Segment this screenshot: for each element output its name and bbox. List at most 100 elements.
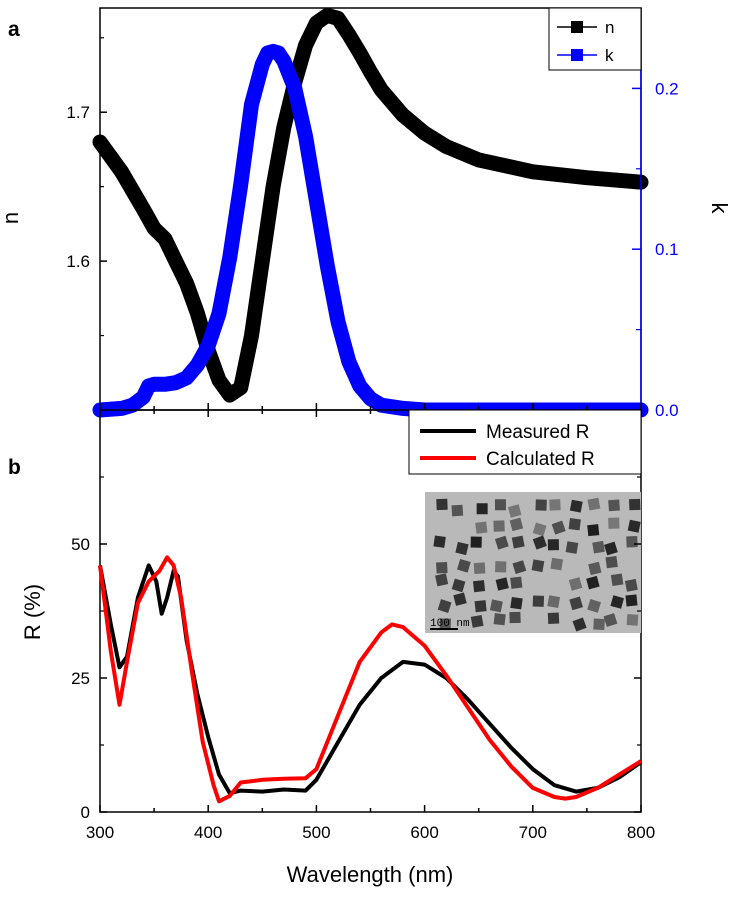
x-tick-label: 500 <box>302 823 330 842</box>
nanocube <box>551 520 566 535</box>
nanocube <box>569 499 583 513</box>
nanocube <box>436 498 448 511</box>
y-right-tick-label: 0.2 <box>655 79 679 98</box>
nanocube <box>549 499 561 511</box>
panel-a-legend-box <box>548 7 642 71</box>
nanocube <box>568 518 581 531</box>
nanocube <box>531 559 545 573</box>
nanocube <box>608 499 620 512</box>
nanocube <box>510 596 523 610</box>
y-tick-label: 0 <box>81 803 90 822</box>
nanocube <box>624 578 638 592</box>
nanocube <box>510 576 523 589</box>
panel-b-series <box>98 555 643 804</box>
panel-b-letter: b <box>8 456 21 479</box>
nanocube <box>587 497 601 511</box>
nanocube <box>475 521 488 534</box>
panel-a-y-left-title: n <box>0 212 23 224</box>
panel-b-legend-box <box>408 409 642 475</box>
x-tick-label: 600 <box>410 823 438 842</box>
nanocube <box>547 612 560 624</box>
nanocube <box>532 535 547 550</box>
nanocube <box>532 595 545 607</box>
nanocube <box>572 617 587 632</box>
nanocube <box>626 536 638 548</box>
series-k-line <box>92 43 649 418</box>
nanocube <box>435 573 449 587</box>
x-tick-label: 300 <box>86 823 114 842</box>
nanocube <box>507 504 522 518</box>
nanocube <box>511 535 525 549</box>
y-tick-label: 50 <box>71 535 90 554</box>
legend-n-label: n <box>605 18 614 37</box>
panel-b-y-title: R (%) <box>20 584 45 640</box>
y-right-tick-label: 0.1 <box>655 240 679 259</box>
y-left-tick-label: 1.7 <box>66 103 90 122</box>
nanocube <box>457 558 471 573</box>
nanocube <box>532 522 547 537</box>
tem-scale-label: 100 nm <box>430 618 470 630</box>
legend-k-label: k <box>605 46 614 65</box>
y-right-tick-label: 0.0 <box>655 401 679 420</box>
nanocube <box>547 539 559 551</box>
panel-a-legend: n k <box>548 7 642 71</box>
nanocube <box>610 573 624 587</box>
nanocube <box>535 499 547 511</box>
panel-a-y-right-title: k <box>707 203 732 215</box>
nanocube <box>610 595 624 609</box>
panel-b-legend: Measured R Calculated R <box>408 409 642 475</box>
nanocube <box>495 561 507 573</box>
series-n-line <box>92 7 649 403</box>
nanocube <box>605 555 618 569</box>
nanocube <box>509 517 524 532</box>
nanocube <box>439 618 451 630</box>
nanocube <box>568 577 583 591</box>
panel-b-ticks: 0 25 50 <box>71 410 642 822</box>
tem-nanocubes <box>433 497 641 632</box>
nanocube <box>495 577 509 591</box>
nanocube <box>569 596 583 611</box>
legend-n-marker <box>571 21 583 33</box>
nanocube <box>470 614 484 628</box>
nanocube <box>627 519 641 533</box>
nanocube <box>474 600 487 613</box>
nanocube <box>565 541 579 554</box>
nanocube <box>587 599 601 613</box>
nanocube <box>509 611 521 624</box>
y-left-tick-label: 1.6 <box>66 252 90 271</box>
nanocube <box>473 562 486 575</box>
nanocube <box>587 524 600 537</box>
x-tick-label: 800 <box>627 823 655 842</box>
nanocube <box>625 594 638 607</box>
panel-a: 1.6 1.7 0.0 0.1 0.2 a n k n k <box>0 7 732 420</box>
tem-inset: 100 nm <box>425 492 641 633</box>
nanocube <box>603 613 618 627</box>
nanocube <box>592 540 605 554</box>
nanocube <box>588 561 602 576</box>
nanocube <box>493 613 506 626</box>
x-tick-label: 700 <box>519 823 547 842</box>
nanocube <box>494 499 507 511</box>
nanocube <box>453 592 467 606</box>
nanocube <box>604 541 618 556</box>
legend-measured-label: Measured R <box>486 422 590 443</box>
x-axis-title: Wavelength (nm) <box>287 862 454 887</box>
x-tick-labels: 300 400 500 600 700 800 <box>86 823 655 842</box>
nanocube <box>473 580 486 593</box>
legend-k-marker <box>571 49 583 61</box>
nanocube <box>489 599 503 613</box>
nanocube <box>433 535 446 548</box>
panel-a-letter: a <box>8 18 20 41</box>
nanocube <box>476 503 488 515</box>
nanocube <box>437 599 452 614</box>
panel-a-series <box>92 7 649 418</box>
nanocube <box>586 575 600 590</box>
series-measured-r-line <box>98 563 643 796</box>
nanocube <box>451 504 464 517</box>
nanocube <box>608 517 620 529</box>
panel-b: 100 nm 0 25 50 b R (%) Measured R Calculat… <box>8 409 643 822</box>
nanocube <box>470 536 482 548</box>
series-calculated-r-line <box>98 555 643 804</box>
nanocube <box>493 520 505 532</box>
